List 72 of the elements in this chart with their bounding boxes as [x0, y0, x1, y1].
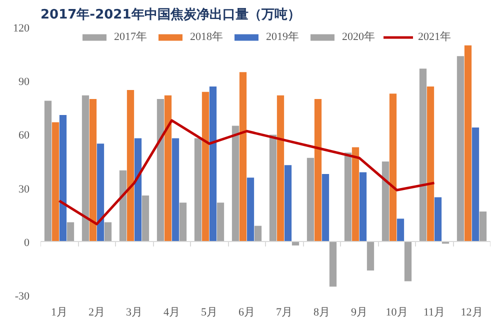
bar [96, 144, 104, 242]
bar [329, 242, 337, 287]
y-tick-label: 60 [18, 130, 30, 142]
bar [232, 126, 240, 242]
y-tick-label: -30 [14, 290, 30, 302]
x-tick-label: 3月 [126, 306, 142, 318]
chart-title: 2017年-2021年中国焦炭净出口量（万吨） [40, 8, 300, 22]
bar [66, 222, 74, 242]
bar [209, 86, 217, 242]
y-tick-label: 90 [18, 76, 30, 88]
x-tick-label: 6月 [238, 306, 255, 318]
bar [306, 158, 314, 242]
bar [456, 56, 464, 242]
bar [434, 197, 442, 242]
legend-label: 2020年 [342, 30, 375, 44]
y-tick-label: 120 [13, 22, 30, 34]
bar [246, 178, 254, 242]
bar [276, 95, 284, 242]
x-tick-label: 4月 [164, 306, 180, 318]
bar [389, 94, 397, 242]
bar [89, 98, 97, 242]
bar [59, 115, 67, 242]
bar [239, 72, 247, 242]
bar [396, 218, 404, 242]
bar [164, 95, 172, 242]
bar [292, 242, 300, 246]
bar [352, 147, 360, 242]
x-tick-label: 2月 [88, 306, 105, 318]
bar [216, 202, 224, 242]
bar [126, 90, 134, 242]
legend-label: 2019年 [266, 30, 299, 44]
bar [404, 242, 412, 282]
bar [82, 95, 90, 242]
x-tick-label: 1月 [51, 306, 68, 318]
bar [44, 100, 52, 242]
x-tick-label: 5月 [201, 306, 218, 318]
bar [254, 226, 262, 242]
legend-label: 2017年 [114, 30, 147, 44]
legend-label: 2021年 [418, 30, 451, 44]
x-tick-label: 11月 [423, 306, 446, 318]
bar [134, 138, 142, 242]
bar [464, 45, 472, 242]
x-tick-label: 9月 [351, 306, 368, 318]
bar [284, 165, 292, 242]
bar [156, 98, 164, 242]
bar [322, 174, 330, 242]
bar [269, 134, 277, 242]
bar [52, 122, 60, 242]
bar [382, 162, 390, 242]
bar [202, 92, 210, 242]
bar [479, 212, 487, 242]
bar [194, 138, 202, 242]
x-tick-label: 10月 [386, 306, 408, 318]
bar [359, 172, 367, 242]
bar [366, 242, 374, 270]
bar [419, 68, 427, 242]
bar [179, 202, 187, 242]
bar [104, 222, 112, 242]
x-tick-label: 7月 [276, 306, 292, 318]
bar [142, 195, 150, 242]
bar [344, 152, 352, 242]
bar [172, 138, 180, 242]
bar [472, 128, 480, 242]
bar [119, 170, 127, 242]
bar [426, 86, 434, 242]
line-series [58, 119, 436, 226]
x-tick-label: 8月 [314, 306, 330, 318]
bar [314, 98, 322, 242]
x-tick-label: 12月 [460, 306, 483, 318]
legend-label: 2018年 [190, 30, 223, 44]
y-tick-label: 30 [18, 183, 30, 196]
y-tick-label: 0 [24, 236, 30, 249]
